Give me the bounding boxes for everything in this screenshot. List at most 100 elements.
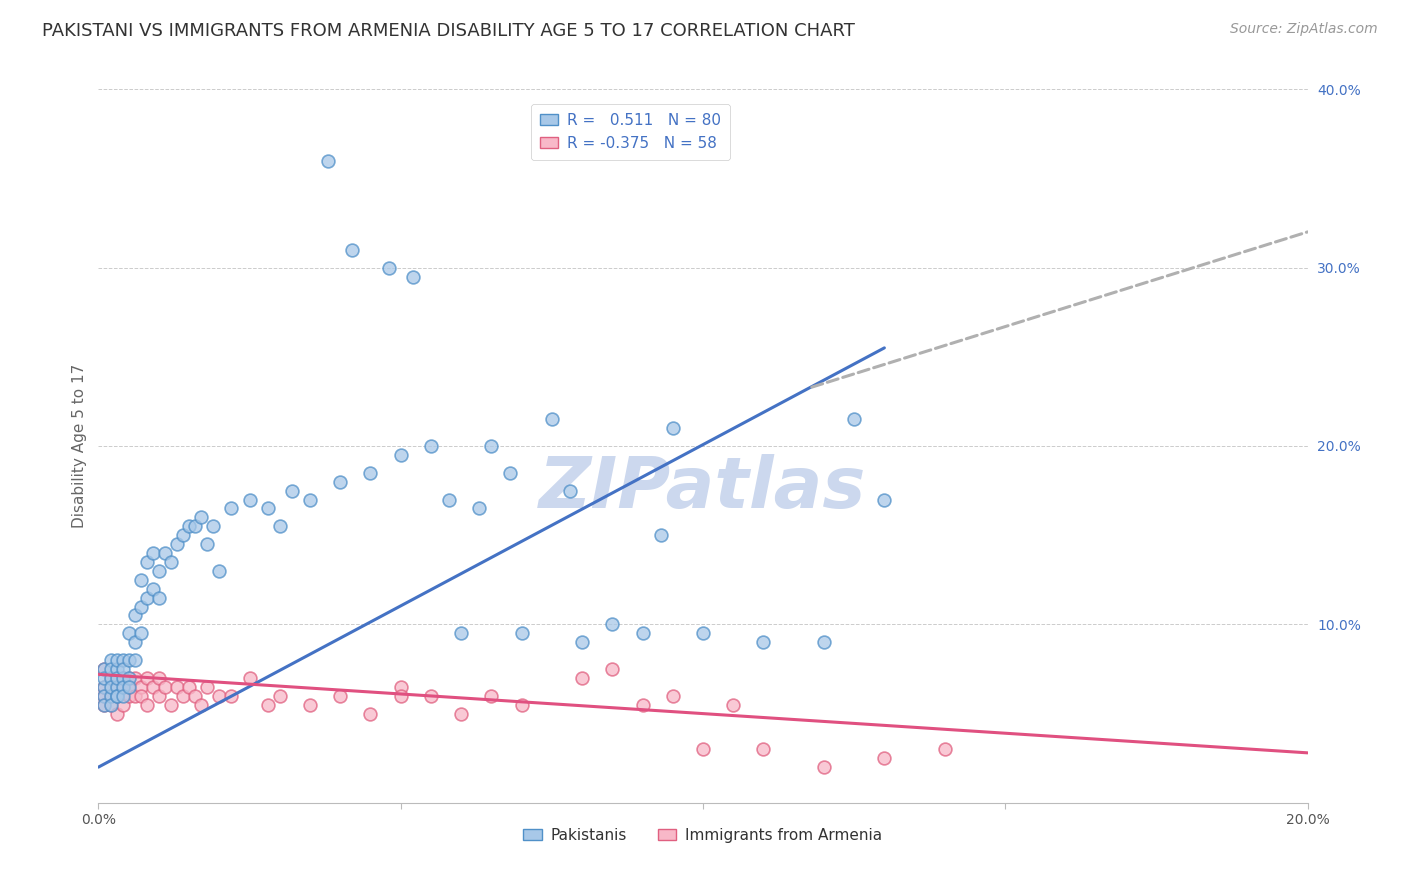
Point xyxy=(256,698,278,712)
Point xyxy=(135,555,157,569)
Point xyxy=(129,599,152,614)
Point xyxy=(221,689,243,703)
Point xyxy=(135,591,157,605)
Point xyxy=(299,698,322,712)
Point xyxy=(100,698,122,712)
Point xyxy=(650,528,672,542)
Point xyxy=(93,689,115,703)
Point xyxy=(153,680,176,694)
Point xyxy=(602,617,624,632)
Point xyxy=(420,689,443,703)
Point xyxy=(118,626,141,640)
Point xyxy=(135,698,157,712)
Point xyxy=(269,519,291,533)
Point xyxy=(153,546,176,560)
Point xyxy=(105,689,128,703)
Point xyxy=(124,608,146,623)
Point xyxy=(118,680,141,694)
Point xyxy=(93,662,115,676)
Point xyxy=(342,243,364,257)
Point xyxy=(118,671,141,685)
Point xyxy=(389,448,412,462)
Point xyxy=(661,689,683,703)
Point xyxy=(100,653,122,667)
Point xyxy=(540,412,562,426)
Point xyxy=(481,689,503,703)
Point xyxy=(100,689,122,703)
Point xyxy=(118,653,141,667)
Point xyxy=(148,689,170,703)
Point xyxy=(190,698,212,712)
Point xyxy=(118,689,141,703)
Point xyxy=(420,439,443,453)
Point xyxy=(100,680,122,694)
Point xyxy=(571,635,593,649)
Point xyxy=(360,466,382,480)
Point xyxy=(377,260,399,275)
Point xyxy=(166,680,188,694)
Point xyxy=(172,528,194,542)
Point xyxy=(93,689,115,703)
Point xyxy=(100,698,122,712)
Point xyxy=(269,689,291,703)
Point xyxy=(934,742,956,756)
Point xyxy=(100,671,122,685)
Point xyxy=(692,626,714,640)
Point xyxy=(450,626,472,640)
Point xyxy=(93,698,115,712)
Point xyxy=(124,653,146,667)
Point xyxy=(111,671,134,685)
Text: ZIPatlas: ZIPatlas xyxy=(540,454,866,524)
Point xyxy=(105,653,128,667)
Point xyxy=(873,751,896,765)
Point xyxy=(316,153,339,168)
Point xyxy=(142,680,165,694)
Point xyxy=(105,671,128,685)
Point xyxy=(111,689,134,703)
Y-axis label: Disability Age 5 to 17: Disability Age 5 to 17 xyxy=(72,364,87,528)
Point xyxy=(111,680,134,694)
Point xyxy=(105,662,128,676)
Point xyxy=(329,475,352,489)
Point xyxy=(105,680,128,694)
Point xyxy=(813,635,835,649)
Point xyxy=(148,671,170,685)
Point xyxy=(160,555,183,569)
Point xyxy=(118,671,141,685)
Point xyxy=(402,269,425,284)
Point xyxy=(111,671,134,685)
Point xyxy=(256,501,278,516)
Point xyxy=(481,439,503,453)
Point xyxy=(329,689,352,703)
Point xyxy=(105,689,128,703)
Point xyxy=(148,591,170,605)
Point xyxy=(105,680,128,694)
Point xyxy=(195,537,218,551)
Point xyxy=(239,671,262,685)
Point xyxy=(208,564,231,578)
Point xyxy=(111,698,134,712)
Point xyxy=(93,698,115,712)
Point xyxy=(723,698,745,712)
Point xyxy=(692,742,714,756)
Point xyxy=(450,706,472,721)
Point xyxy=(221,501,243,516)
Point xyxy=(299,492,322,507)
Point xyxy=(105,671,128,685)
Point xyxy=(510,698,533,712)
Point xyxy=(100,671,122,685)
Point xyxy=(124,689,146,703)
Point xyxy=(184,689,207,703)
Point xyxy=(661,421,683,435)
Point xyxy=(179,680,201,694)
Point xyxy=(558,483,581,498)
Point xyxy=(93,671,115,685)
Point xyxy=(468,501,491,516)
Point xyxy=(93,662,115,676)
Point xyxy=(190,510,212,524)
Point xyxy=(360,706,382,721)
Point xyxy=(129,626,152,640)
Point xyxy=(389,680,412,694)
Point xyxy=(281,483,304,498)
Point xyxy=(142,582,165,596)
